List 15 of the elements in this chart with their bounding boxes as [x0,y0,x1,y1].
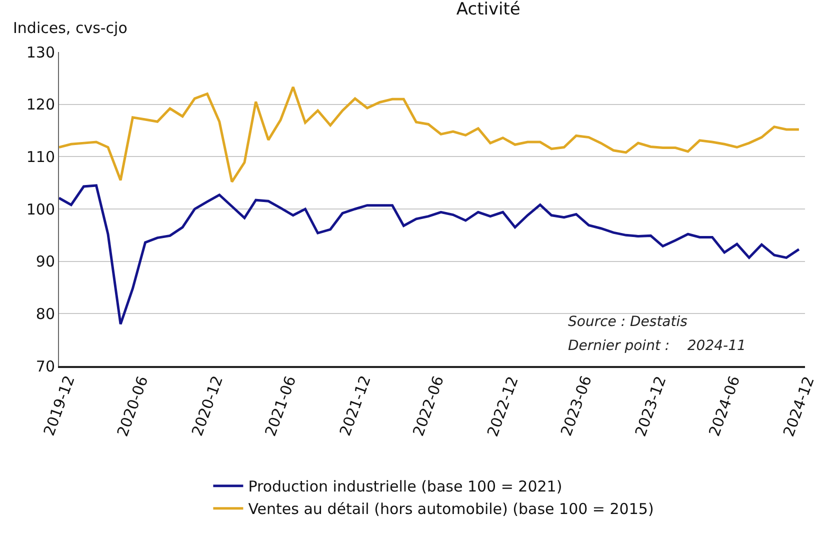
y-tick-label: 130 [26,43,55,62]
line-series [59,86,800,184]
chart-title: Activité [456,0,520,20]
y-tick-label: 80 [36,304,55,323]
y-tick-label: 100 [26,200,55,218]
y-tick-label: 120 [26,96,55,114]
legend-label: Production industrielle (base 100 = 2021) [248,478,562,496]
legend-label: Ventes au détail (hors automobile) (base 100 = 2015) [248,500,654,518]
y-tick-label: 90 [36,252,55,271]
annotation: Source : Destatis [568,314,688,330]
y-axis-title: Indices, cvs-cjo [13,19,128,37]
annotation: Dernier point : 2024-11 [568,338,746,354]
y-tick-label: 110 [26,148,55,166]
y-tick-label: 70 [36,357,55,376]
line-series [59,184,800,326]
